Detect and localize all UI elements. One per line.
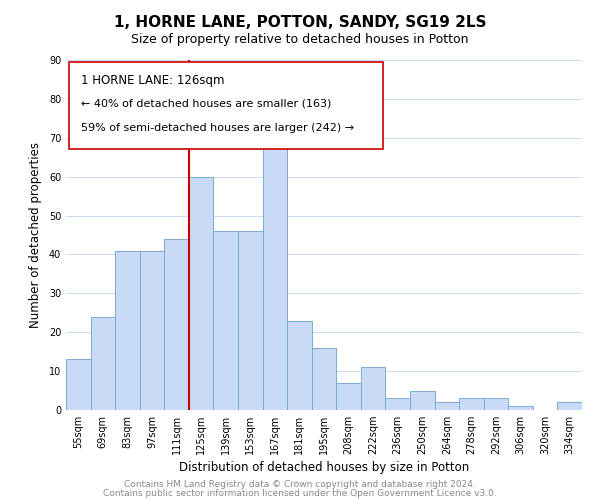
Bar bbox=[214, 231, 238, 410]
Text: 1 HORNE LANE: 126sqm: 1 HORNE LANE: 126sqm bbox=[82, 74, 225, 87]
Text: Contains HM Land Registry data © Crown copyright and database right 2024.: Contains HM Land Registry data © Crown c… bbox=[124, 480, 476, 489]
Text: ← 40% of detached houses are smaller (163): ← 40% of detached houses are smaller (16… bbox=[82, 98, 332, 108]
Bar bbox=[410, 390, 434, 410]
Text: Contains public sector information licensed under the Open Government Licence v3: Contains public sector information licen… bbox=[103, 488, 497, 498]
Bar bbox=[164, 239, 189, 410]
Bar bbox=[66, 360, 91, 410]
FancyBboxPatch shape bbox=[68, 62, 383, 150]
Bar bbox=[484, 398, 508, 410]
Text: 1, HORNE LANE, POTTON, SANDY, SG19 2LS: 1, HORNE LANE, POTTON, SANDY, SG19 2LS bbox=[114, 15, 486, 30]
Bar bbox=[91, 316, 115, 410]
Bar bbox=[336, 383, 361, 410]
Bar bbox=[140, 250, 164, 410]
Bar bbox=[361, 367, 385, 410]
X-axis label: Distribution of detached houses by size in Potton: Distribution of detached houses by size … bbox=[179, 462, 469, 474]
Bar bbox=[508, 406, 533, 410]
Bar bbox=[189, 176, 214, 410]
Text: Size of property relative to detached houses in Potton: Size of property relative to detached ho… bbox=[131, 32, 469, 46]
Bar bbox=[287, 320, 312, 410]
Bar bbox=[115, 250, 140, 410]
Bar bbox=[238, 231, 263, 410]
Bar bbox=[385, 398, 410, 410]
Bar bbox=[312, 348, 336, 410]
Bar bbox=[459, 398, 484, 410]
Bar bbox=[557, 402, 582, 410]
Bar bbox=[263, 146, 287, 410]
Y-axis label: Number of detached properties: Number of detached properties bbox=[29, 142, 42, 328]
Bar bbox=[434, 402, 459, 410]
Text: 59% of semi-detached houses are larger (242) →: 59% of semi-detached houses are larger (… bbox=[82, 123, 355, 133]
